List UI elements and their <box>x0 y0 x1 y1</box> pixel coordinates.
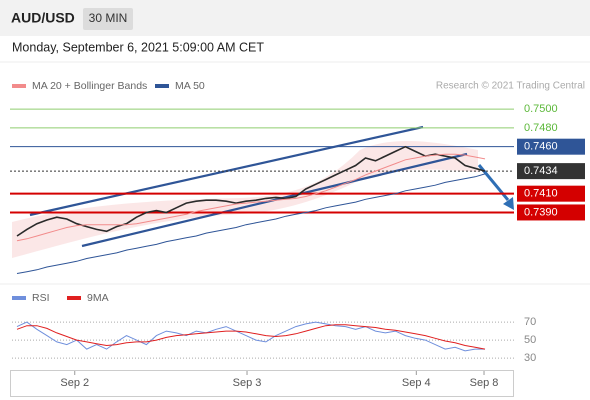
attribution: Research © 2021 Trading Central <box>436 81 585 92</box>
x-tick-label: Sep 2 <box>60 377 89 389</box>
y-tick-label: 70 <box>524 316 536 328</box>
legend-label: MA 50 <box>175 80 205 92</box>
y-tick-label: 30 <box>524 352 536 364</box>
timeframe-button[interactable] <box>83 8 133 30</box>
level-label: 0.7480 <box>524 122 558 134</box>
forecast-arrowhead <box>503 197 514 210</box>
legend-label: 9MA <box>87 292 109 304</box>
series-line <box>16 324 486 350</box>
bollinger-band <box>12 140 478 258</box>
series-line <box>16 153 486 242</box>
title: AUD/USD <box>11 10 75 26</box>
legend-swatch <box>155 84 169 88</box>
legend-label: RSI <box>32 292 50 304</box>
legend-swatch <box>12 296 26 300</box>
price-panel <box>10 72 510 282</box>
series-line <box>16 145 486 237</box>
level-label-box <box>517 204 585 221</box>
x-axis-frame <box>10 370 514 397</box>
x-tick-label: Sep 3 <box>233 377 262 389</box>
y-tick-label: 50 <box>524 334 536 346</box>
x-tick-label: Sep 4 <box>402 377 431 389</box>
subtitle: Monday, September 6, 2021 5:09:00 AM CET <box>12 40 264 54</box>
level-label: 0.7500 <box>524 103 558 115</box>
level-label-box <box>517 163 585 180</box>
level-label: 0.7410 <box>524 188 558 200</box>
series-line <box>16 173 486 274</box>
level-label-box <box>517 138 585 155</box>
level-label-box <box>517 185 585 202</box>
level-label: 0.7460 <box>524 141 558 153</box>
level-label: 0.7434 <box>524 165 558 177</box>
legend-swatch <box>67 296 81 300</box>
legend-swatch <box>12 84 26 88</box>
series-line <box>16 321 485 352</box>
timeframe[interactable]: 30 MIN <box>89 11 128 25</box>
level-label: 0.7390 <box>524 206 558 218</box>
legend-label: MA 20 + Bollinger Bands <box>32 80 147 92</box>
x-tick-label: Sep 8 <box>470 377 499 389</box>
